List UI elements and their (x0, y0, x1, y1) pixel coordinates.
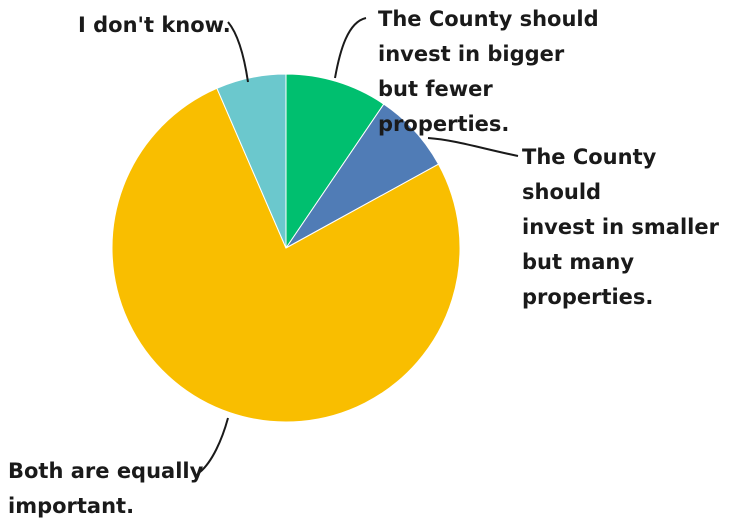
pie-slice-both-equal (111, 87, 461, 423)
slice-label-dont-know: I don't know. (78, 13, 231, 37)
leader-line-dont-know (227, 21, 249, 83)
leader-line-smaller-many (427, 137, 519, 157)
leader-line-both-equal (199, 417, 229, 473)
pie-slice-bigger-fewer (285, 73, 385, 250)
pie-slice-dont-know (216, 73, 287, 249)
slice-label-bigger-fewer: The County should invest in bigger but f… (378, 7, 599, 136)
slice-label-both-equal: Both are equally important. (8, 459, 204, 518)
slice-label-smaller-many: The County should invest in smaller but … (522, 145, 719, 309)
leader-line-bigger-fewer (334, 17, 367, 79)
